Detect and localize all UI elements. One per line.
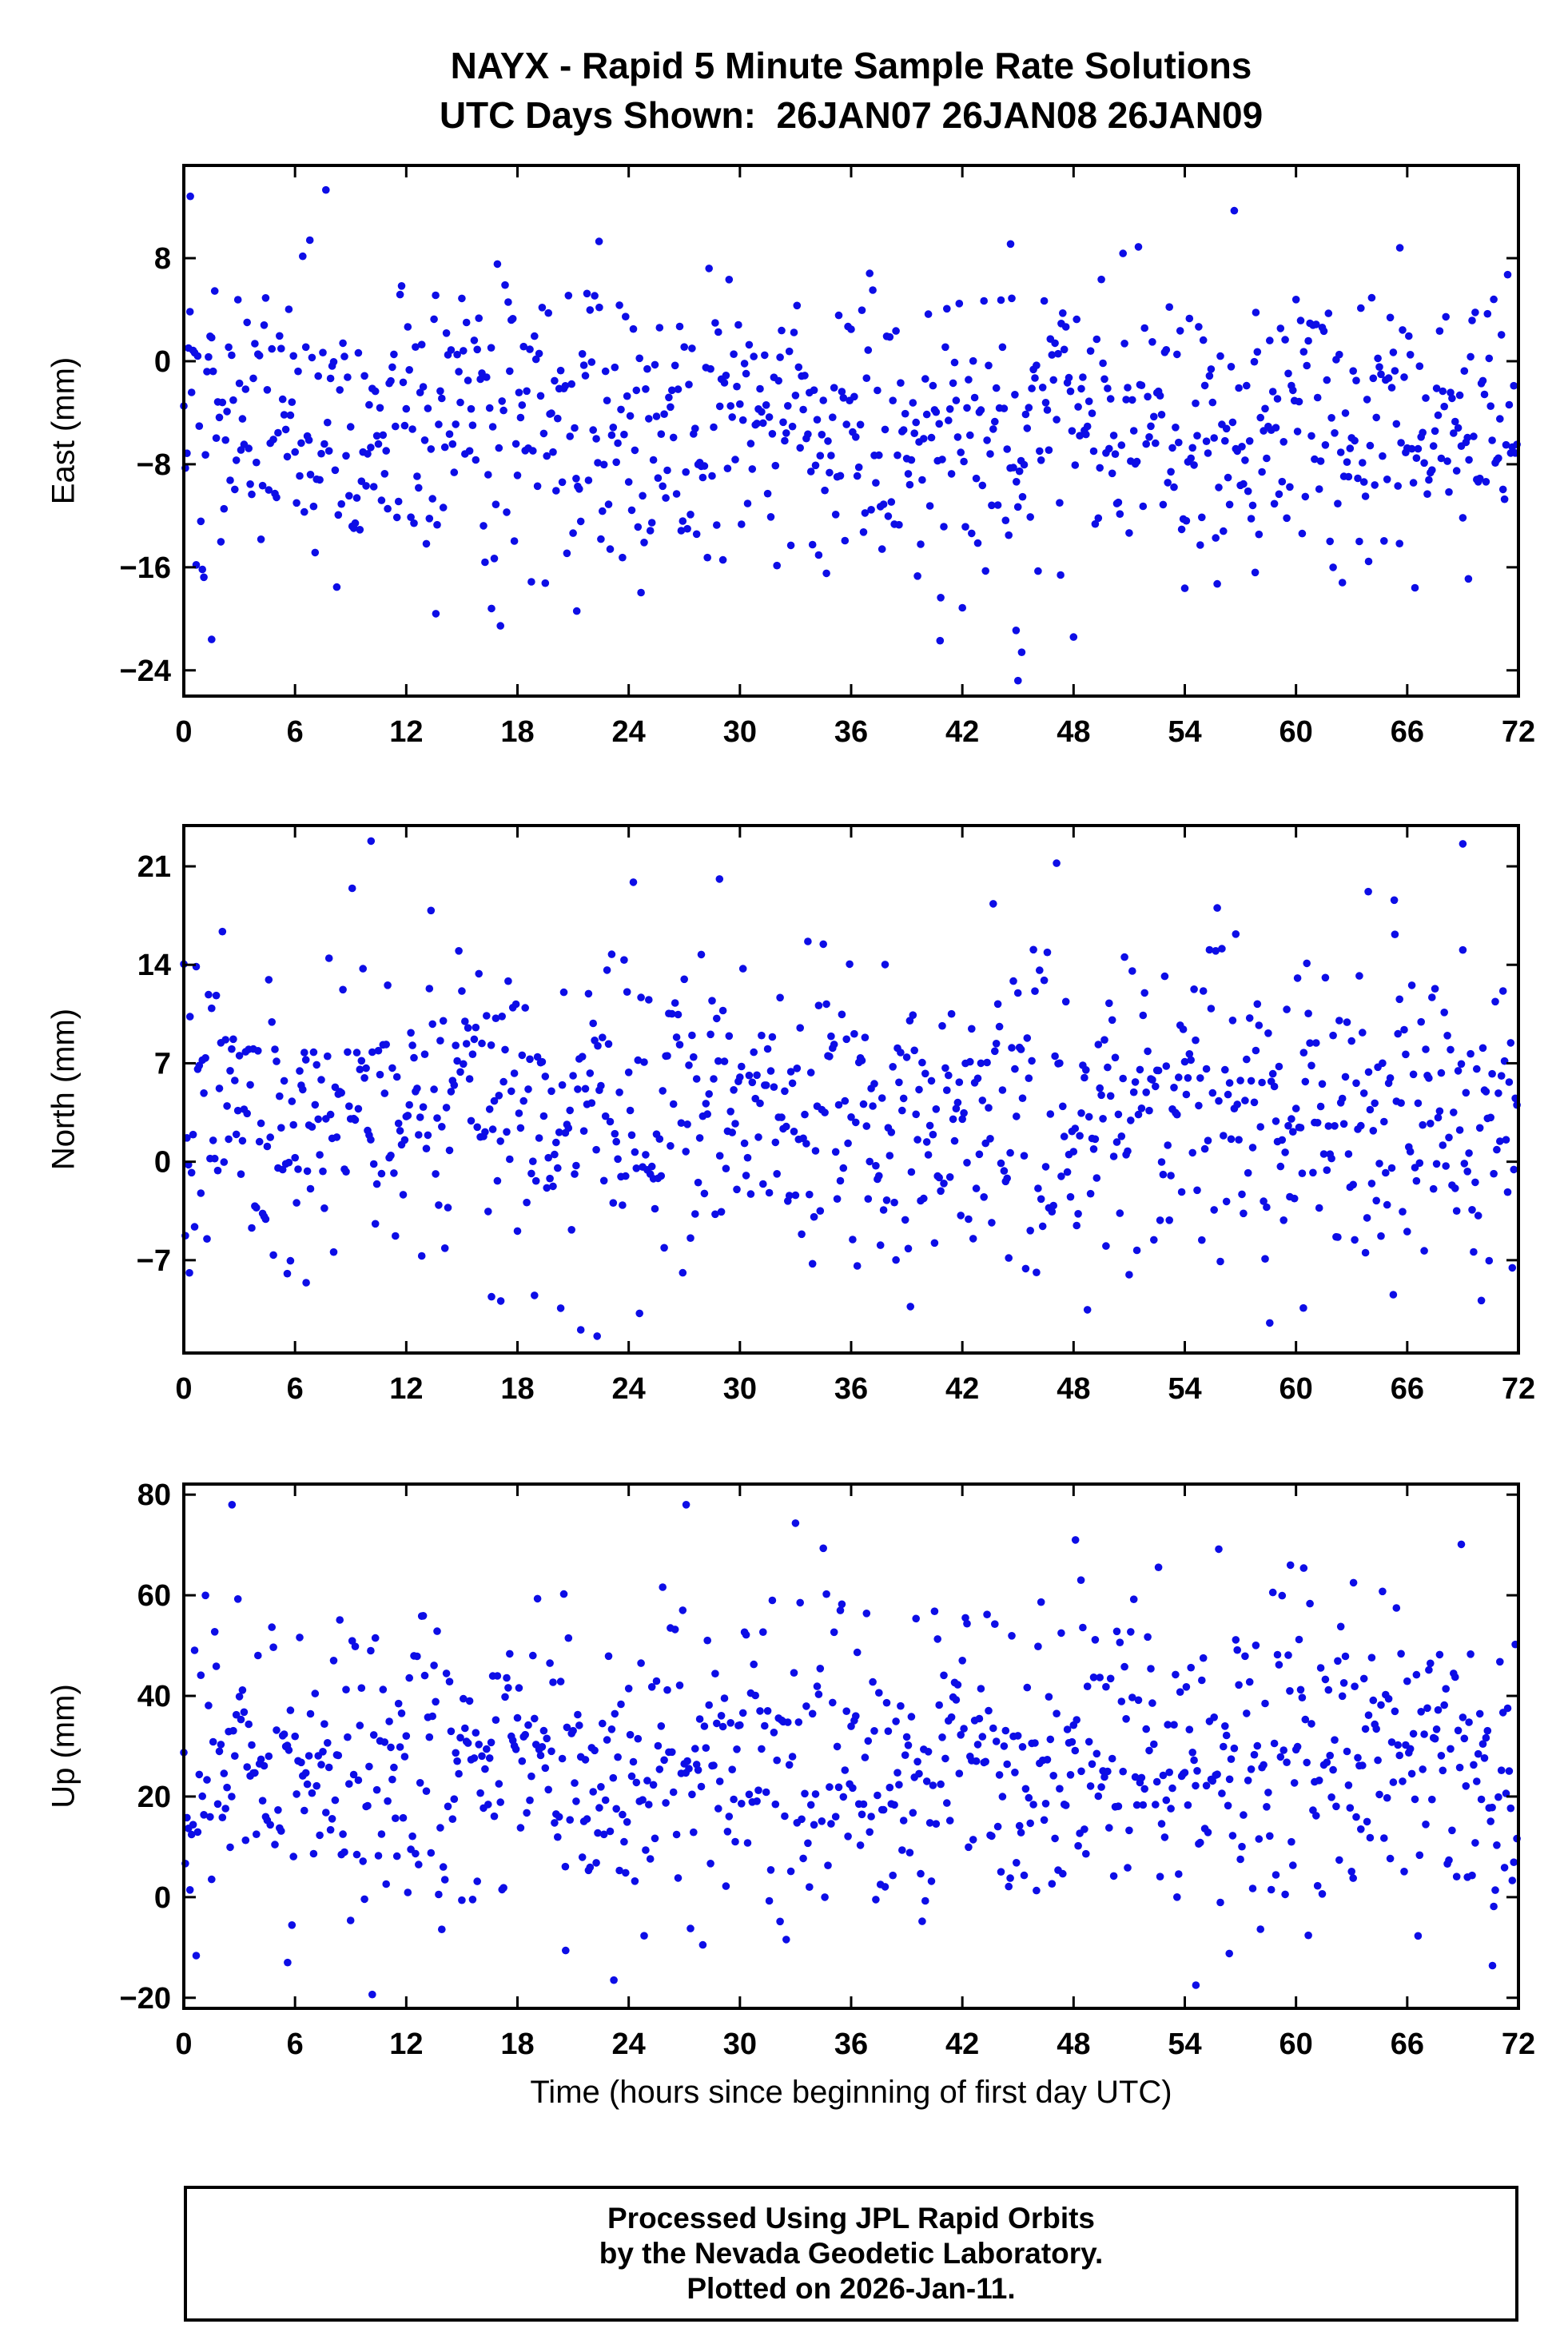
- svg-text:6: 6: [287, 1372, 304, 1406]
- svg-text:48: 48: [1057, 715, 1090, 749]
- svg-text:72: 72: [1502, 715, 1535, 749]
- svg-text:72: 72: [1502, 2028, 1535, 2061]
- svg-text:42: 42: [945, 2028, 979, 2061]
- svg-text:36: 36: [834, 2028, 868, 2061]
- svg-text:−16: −16: [120, 551, 171, 585]
- svg-text:0: 0: [175, 2028, 192, 2061]
- footer-line2: by the Nevada Geodetic Laboratory.: [599, 2237, 1104, 2270]
- svg-text:12: 12: [389, 715, 423, 749]
- svg-text:8: 8: [154, 242, 171, 276]
- chart-title-line2: UTC Days Shown: 26JAN07 26JAN08 26JAN09: [439, 94, 1264, 136]
- footer-box: Processed Using JPL Rapid Orbits by the …: [184, 2186, 1518, 2322]
- svg-text:36: 36: [834, 1372, 868, 1406]
- east-panel: 0 6 12 18 24 30 36 42 48 54 60 66 72 −24 −16 −8 0 8: [120, 164, 1536, 749]
- svg-text:6: 6: [287, 2028, 304, 2061]
- svg-text:60: 60: [1279, 715, 1313, 749]
- svg-text:6: 6: [287, 715, 304, 749]
- north-ticks: [182, 826, 1520, 1353]
- svg-text:54: 54: [1168, 2028, 1201, 2061]
- svg-text:24: 24: [612, 715, 646, 749]
- svg-text:54: 54: [1168, 1372, 1201, 1406]
- svg-text:−24: −24: [120, 655, 171, 688]
- up-ticks: [182, 1484, 1520, 2008]
- svg-text:20: 20: [137, 1781, 171, 1814]
- svg-text:30: 30: [723, 715, 757, 749]
- svg-text:80: 80: [137, 1478, 171, 1512]
- east-axis-label: East (mm): [46, 356, 82, 505]
- svg-text:21: 21: [137, 850, 171, 884]
- svg-text:72: 72: [1502, 1372, 1535, 1406]
- svg-text:30: 30: [723, 1372, 757, 1406]
- north-tick-labels: 0 6 12 18 24 30 36 42 48 54 60 66 72 −7 0 7 14 21: [137, 850, 1535, 1406]
- svg-text:14: 14: [137, 949, 171, 982]
- svg-text:60: 60: [1279, 1372, 1313, 1406]
- svg-text:48: 48: [1057, 1372, 1090, 1406]
- svg-text:18: 18: [500, 1372, 534, 1406]
- svg-text:−8: −8: [137, 448, 171, 482]
- chart-title-line1: NAYX - Rapid 5 Minute Sample Rate Soluti…: [450, 45, 1252, 86]
- svg-text:0: 0: [154, 345, 171, 379]
- svg-text:0: 0: [175, 715, 192, 749]
- svg-text:18: 18: [500, 715, 534, 749]
- svg-text:54: 54: [1168, 715, 1201, 749]
- svg-text:12: 12: [389, 1372, 423, 1406]
- svg-text:24: 24: [612, 1372, 646, 1406]
- north-scatter-points: [180, 837, 1521, 1340]
- svg-text:12: 12: [389, 2028, 423, 2061]
- up-axis-label: Up (mm): [46, 1684, 82, 1809]
- svg-text:48: 48: [1057, 2028, 1090, 2061]
- up-scatter-points: [180, 1501, 1521, 1999]
- east-ticks: [182, 165, 1520, 696]
- east-scatter-points: [180, 185, 1521, 685]
- svg-text:−7: −7: [137, 1244, 171, 1278]
- svg-text:0: 0: [154, 1881, 171, 1915]
- svg-text:18: 18: [500, 2028, 534, 2061]
- svg-text:66: 66: [1391, 715, 1424, 749]
- svg-text:−20: −20: [120, 1982, 171, 2016]
- svg-text:42: 42: [945, 1372, 979, 1406]
- svg-text:60: 60: [1279, 2028, 1313, 2061]
- svg-text:60: 60: [137, 1579, 171, 1613]
- svg-text:0: 0: [175, 1372, 192, 1406]
- north-axis-label: North (mm): [46, 1008, 82, 1171]
- svg-text:30: 30: [723, 2028, 757, 2061]
- north-frame: [182, 824, 1520, 1355]
- svg-text:24: 24: [612, 2028, 646, 2061]
- north-panel: 0 6 12 18 24 30 36 42 48 54 60 66 72 −7 0 7 14 21: [137, 824, 1535, 1406]
- time-axis-label: Time (hours since beginning of first day…: [530, 2075, 1172, 2110]
- svg-text:66: 66: [1391, 1372, 1424, 1406]
- svg-text:40: 40: [137, 1680, 171, 1713]
- footer-line1: Processed Using JPL Rapid Orbits: [607, 2202, 1095, 2235]
- svg-text:0: 0: [154, 1146, 171, 1180]
- svg-text:36: 36: [834, 715, 868, 749]
- up-frame: [182, 1482, 1520, 2010]
- footer-line3: Plotted on 2026-Jan-11.: [686, 2272, 1016, 2305]
- east-tick-labels: 0 6 12 18 24 30 36 42 48 54 60 66 72 −24 −16 −8 0 8: [120, 242, 1536, 749]
- svg-text:7: 7: [154, 1047, 171, 1080]
- svg-text:66: 66: [1391, 2028, 1424, 2061]
- svg-text:42: 42: [945, 715, 979, 749]
